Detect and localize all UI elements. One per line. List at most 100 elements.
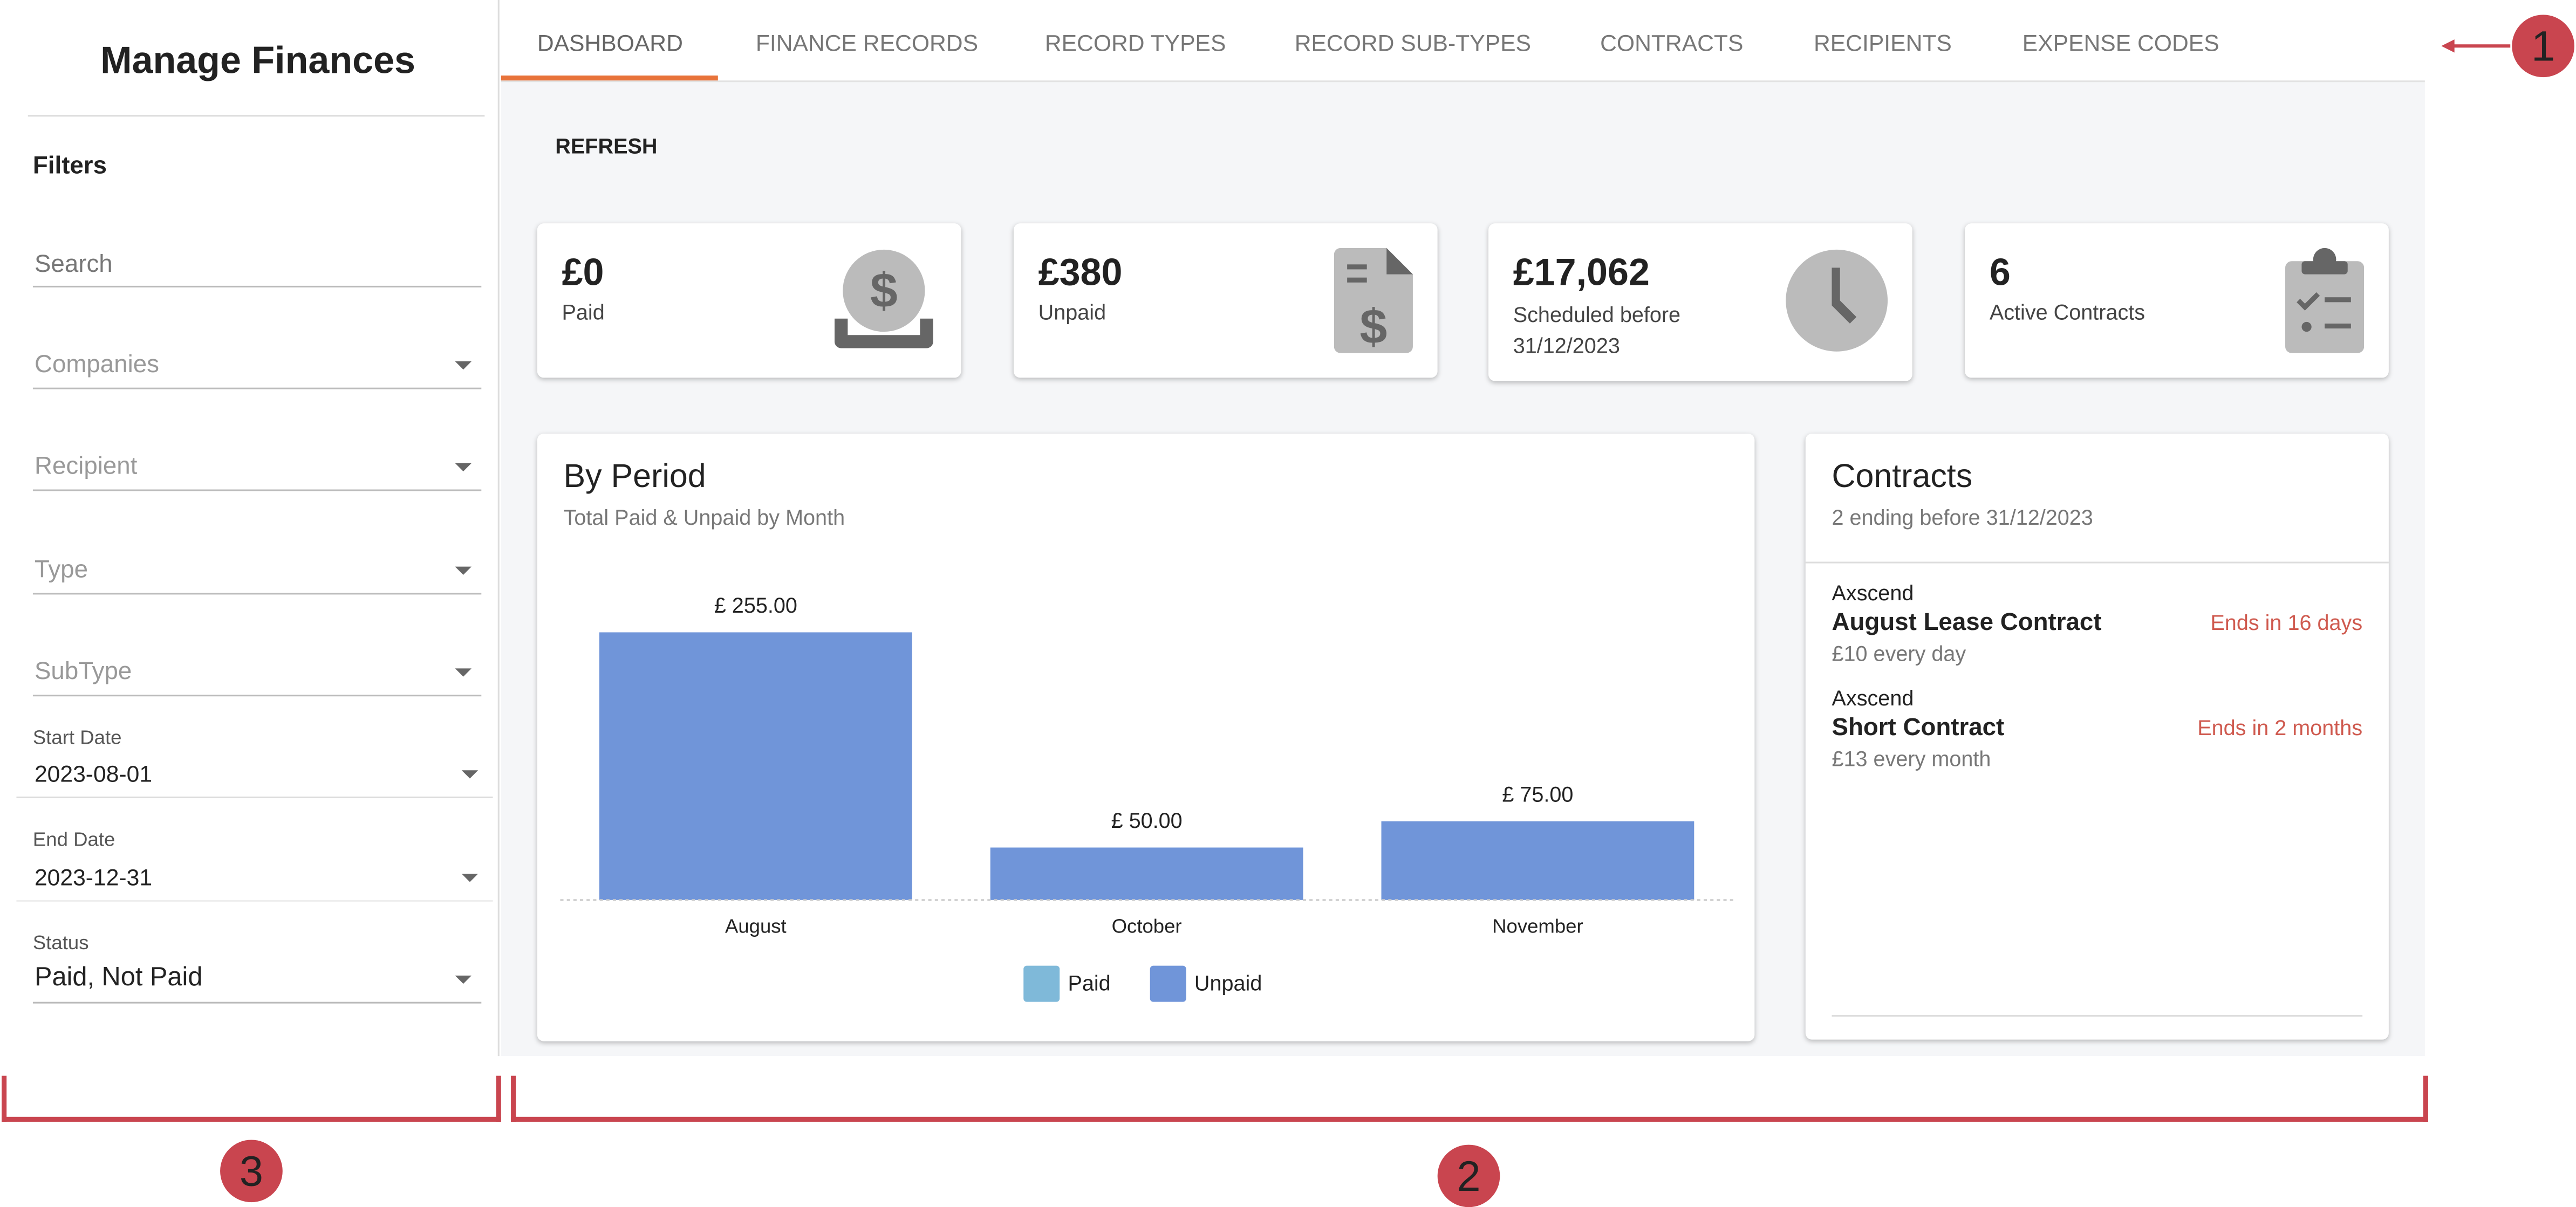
annotation-marker: 3 [220, 1140, 283, 1203]
type-select[interactable]: Type [34, 556, 88, 584]
bar-chart: £ 255.00 August £ 50.00 October £ 75.00 Novem… [560, 594, 1733, 1002]
stat-label: Unpaid [1038, 299, 1106, 325]
paid-icon: $ [835, 249, 933, 348]
bracket [496, 1075, 501, 1122]
clipboard-icon [2285, 248, 2365, 353]
tab[interactable]: RECIPIENTS [1814, 29, 1952, 56]
subtype-select[interactable]: SubType [34, 657, 132, 686]
stat-card: £380 Unpaid $ [1013, 223, 1438, 378]
annotation-marker: 1 [2512, 15, 2574, 78]
x-tick-label: August [725, 915, 787, 937]
sidebar-border [497, 0, 500, 1057]
refresh-button[interactable]: REFRESH [555, 134, 658, 159]
start-date-label: Start Date [32, 726, 122, 749]
contract-cost: £10 every day [1832, 641, 1966, 666]
underline [32, 593, 482, 595]
svg-text:$: $ [870, 263, 898, 318]
chart-subtitle: Total Paid & Unpaid by Month [563, 505, 845, 530]
stat-card: 6 Active Contracts [1965, 223, 2389, 378]
x-tick-label: November [1492, 915, 1583, 937]
value-label: £ 255.00 [714, 594, 797, 618]
underline [16, 900, 493, 902]
value-label: £ 50.00 [1111, 809, 1183, 833]
stat-value: 6 [1989, 250, 2011, 293]
stat-card: £0 Paid $ [537, 223, 961, 378]
x-tick-label: October [1112, 915, 1182, 937]
dropdown-arrow [461, 874, 479, 882]
underline [32, 695, 482, 697]
bar [599, 632, 912, 900]
search-input[interactable]: Search [34, 250, 113, 279]
contract-name[interactable]: August Lease Contract [1832, 608, 2102, 637]
tab-bar-border [501, 80, 2425, 83]
stat-value: £380 [1038, 250, 1123, 293]
contract-company: Axscend [1832, 580, 1914, 606]
dropdown-arrow [455, 975, 472, 984]
annotation-marker: 2 [1437, 1144, 1500, 1207]
contract-cost: £13 every month [1832, 746, 1991, 771]
legend-swatch [1023, 965, 1060, 1002]
underline [32, 285, 482, 287]
bar [1381, 821, 1694, 900]
status-select[interactable]: Paid, Not Paid [34, 964, 203, 992]
stat-value: £17,062 [1513, 250, 1650, 293]
bar [990, 847, 1303, 900]
clock-icon [1786, 249, 1888, 352]
contract-ends: Ends in 16 days [2210, 610, 2363, 635]
status-label: Status [32, 931, 89, 955]
filters-label: Filters [32, 152, 107, 180]
tab[interactable]: EXPENSE CODES [2022, 29, 2219, 56]
divider [28, 115, 485, 117]
underline [32, 387, 482, 389]
stat-label: Active Contracts [1989, 299, 2145, 325]
contract-ends: Ends in 2 months [2197, 715, 2363, 740]
arrow-head [2441, 39, 2455, 53]
dropdown-arrow [455, 463, 472, 472]
contracts-card: Contracts 2 ending before 31/12/2023 Axs… [1805, 433, 2389, 1040]
active-tab-indicator [501, 76, 718, 81]
chart-card: By Period Total Paid & Unpaid by Month £… [537, 433, 1755, 1041]
legend-label: Unpaid [1194, 971, 1262, 995]
start-date-input[interactable]: 2023-08-01 [34, 760, 153, 787]
bracket [2423, 1075, 2428, 1122]
svg-text:$: $ [1359, 299, 1387, 353]
divider [1805, 561, 2389, 564]
sidebar-title: Manage Finances [100, 38, 416, 81]
stat-value: £0 [562, 250, 604, 293]
contracts-subtitle: 2 ending before 31/12/2023 [1832, 505, 2093, 530]
underline [32, 489, 482, 491]
end-date-label: End Date [32, 827, 115, 851]
legend-swatch [1150, 965, 1186, 1002]
legend-label: Paid [1068, 971, 1110, 995]
tab[interactable]: CONTRACTS [1600, 29, 1744, 56]
dropdown-arrow [455, 566, 472, 575]
stat-label: Paid [562, 299, 605, 325]
contract-company: Axscend [1832, 685, 1914, 711]
invoice-icon: $ [1334, 248, 1413, 353]
tab[interactable]: DASHBOARD [537, 29, 683, 56]
tab[interactable]: RECORD SUB-TYPES [1294, 29, 1531, 56]
companies-select[interactable]: Companies [34, 351, 160, 379]
value-label: £ 75.00 [1502, 783, 1573, 806]
underline [32, 1002, 482, 1004]
annotation-arrow [2444, 44, 2511, 48]
tab[interactable]: FINANCE RECORDS [755, 29, 979, 56]
underline [16, 796, 493, 799]
contract-name[interactable]: Short Contract [1832, 714, 2005, 742]
end-date-input[interactable]: 2023-12-31 [34, 863, 153, 890]
stat-card: £17,062 Scheduled before 31/12/2023 [1488, 223, 1912, 381]
contracts-title: Contracts [1832, 459, 1973, 496]
bracket [511, 1116, 2428, 1122]
dropdown-arrow [461, 770, 479, 779]
dropdown-arrow [455, 361, 472, 370]
bracket [511, 1075, 516, 1122]
stat-label: Scheduled before 31/12/2023 [1513, 302, 1681, 358]
bracket [2, 1075, 7, 1122]
recipient-select[interactable]: Recipient [34, 452, 138, 481]
dropdown-arrow [455, 668, 472, 677]
bracket [2, 1116, 501, 1122]
chart-title: By Period [563, 459, 706, 496]
tab[interactable]: RECORD TYPES [1044, 29, 1226, 56]
